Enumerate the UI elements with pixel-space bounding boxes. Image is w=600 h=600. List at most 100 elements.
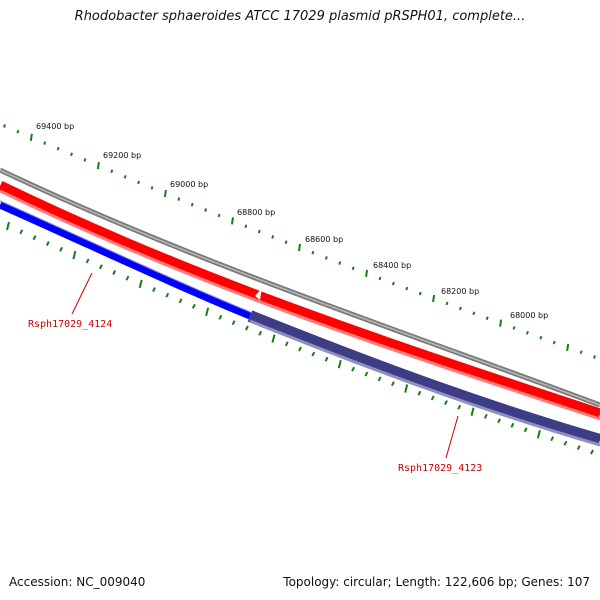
inner-tick-mark — [590, 449, 594, 455]
map-summary-text: Topology: circular; Length: 122,606 bp; … — [283, 575, 590, 589]
inner-tick-mark — [59, 246, 63, 252]
bp-scale-label: 69400 bp — [36, 122, 74, 131]
gene-label-leader-4123 — [445, 415, 459, 459]
outer-tick-mark — [230, 217, 234, 225]
outer-tick-mark — [150, 186, 154, 190]
inner-tick-mark — [205, 307, 210, 317]
inner-tick-mark — [138, 279, 143, 289]
outer-tick-mark — [137, 180, 141, 185]
outer-tick-mark — [512, 326, 516, 330]
gene-boundary-marker — [255, 288, 262, 300]
inner-tick-mark — [337, 359, 342, 369]
outer-tick-mark — [418, 291, 422, 296]
inner-scale-ticks — [6, 221, 594, 455]
inner-tick-mark — [178, 298, 183, 304]
inner-tick-mark — [377, 376, 382, 382]
inner-tick-mark — [444, 400, 448, 406]
bp-scale-label: 69200 bp — [103, 151, 141, 160]
reverse-gene-rsph17029-4124 — [0, 201, 252, 320]
outer-tick-mark — [177, 197, 181, 201]
inner-tick-mark — [510, 422, 515, 428]
inner-tick-mark — [152, 287, 156, 293]
inner-tick-mark — [430, 395, 435, 401]
reverse-gene-rsph17029-4123 — [247, 310, 600, 446]
outer-tick-mark — [499, 319, 503, 327]
bp-scale-labels: 69400 bp 69200 bp 69000 bp 68800 bp 68600 bp… — [36, 122, 548, 320]
bp-scale-label: 68400 bp — [373, 261, 411, 270]
outer-tick-mark — [204, 208, 208, 212]
outer-tick-mark — [3, 124, 6, 128]
forward-gene-track — [0, 181, 600, 420]
inner-tick-mark — [191, 303, 196, 309]
outer-tick-mark — [217, 213, 221, 218]
inner-tick-mark — [523, 427, 528, 433]
inner-tick-mark — [351, 366, 355, 372]
outer-tick-mark — [458, 306, 462, 311]
outer-tick-mark — [43, 141, 47, 145]
gene-label-rsph17029-4124[interactable]: Rsph17029_4124 — [28, 319, 112, 330]
outer-tick-mark — [29, 133, 33, 141]
outer-tick-mark — [432, 294, 436, 303]
inner-tick-mark — [72, 250, 77, 260]
inner-tick-mark — [470, 407, 475, 417]
outer-tick-mark — [472, 311, 476, 316]
inner-tick-mark — [417, 390, 422, 396]
inner-tick-mark — [125, 275, 130, 281]
inner-tick-mark — [536, 430, 541, 439]
outer-tick-mark — [271, 235, 275, 239]
inner-tick-mark — [99, 264, 103, 270]
outer-tick-mark — [311, 250, 315, 255]
inner-tick-mark — [6, 221, 10, 231]
bp-scale-label: 68200 bp — [441, 287, 479, 296]
outer-tick-mark — [351, 266, 355, 271]
outer-tick-mark — [190, 202, 194, 207]
bp-scale-label: 68600 bp — [305, 235, 343, 244]
inner-tick-mark — [165, 292, 170, 298]
outer-tick-mark — [566, 343, 570, 351]
bp-scale-label: 69000 bp — [170, 180, 208, 189]
inner-tick-mark — [497, 418, 501, 424]
inner-tick-mark — [258, 330, 263, 336]
gene-label-rsph17029-4123[interactable]: Rsph17029_4123 — [398, 463, 482, 474]
accession-text: Accession: NC_009040 — [9, 575, 146, 589]
inner-tick-mark — [32, 235, 37, 241]
outer-scale-ticks — [3, 124, 596, 359]
outer-tick-mark — [284, 240, 288, 245]
inner-tick-mark — [457, 404, 462, 410]
outer-tick-mark — [163, 189, 167, 198]
outer-tick-mark — [123, 175, 127, 179]
outer-tick-mark — [485, 316, 489, 321]
outer-tick-mark — [110, 169, 114, 174]
inner-tick-mark — [112, 270, 117, 275]
backbone-line — [0, 167, 600, 408]
inner-tick-mark — [19, 229, 24, 235]
outer-tick-mark — [445, 301, 449, 306]
inner-tick-mark — [550, 436, 555, 442]
outer-tick-mark — [405, 286, 409, 291]
inner-tick-mark — [563, 440, 568, 446]
inner-tick-mark — [576, 445, 581, 451]
map-title: Rhodobacter sphaeroides ATCC 17029 plasm… — [74, 9, 526, 24]
outer-tick-mark — [298, 243, 301, 252]
outer-tick-mark — [96, 161, 100, 170]
gene-label-leader-4124 — [71, 272, 93, 315]
inner-tick-mark — [324, 356, 329, 362]
inner-tick-mark — [404, 384, 409, 393]
outer-tick-mark — [378, 276, 382, 281]
inner-tick-mark — [311, 351, 316, 357]
inner-tick-mark — [245, 325, 249, 331]
inner-tick-mark — [271, 334, 276, 343]
outer-tick-mark — [593, 355, 596, 359]
outer-tick-mark — [16, 129, 20, 134]
inner-tick-mark — [298, 346, 302, 352]
outer-tick-mark — [526, 331, 529, 335]
inner-tick-mark — [364, 371, 369, 377]
outer-tick-mark — [539, 335, 543, 340]
inner-tick-mark — [231, 320, 236, 326]
outer-tick-mark — [365, 269, 369, 278]
inner-tick-mark — [391, 381, 395, 387]
outer-tick-mark — [257, 229, 261, 234]
bp-scale-label: 68800 bp — [237, 208, 275, 217]
outer-tick-mark — [70, 152, 73, 157]
